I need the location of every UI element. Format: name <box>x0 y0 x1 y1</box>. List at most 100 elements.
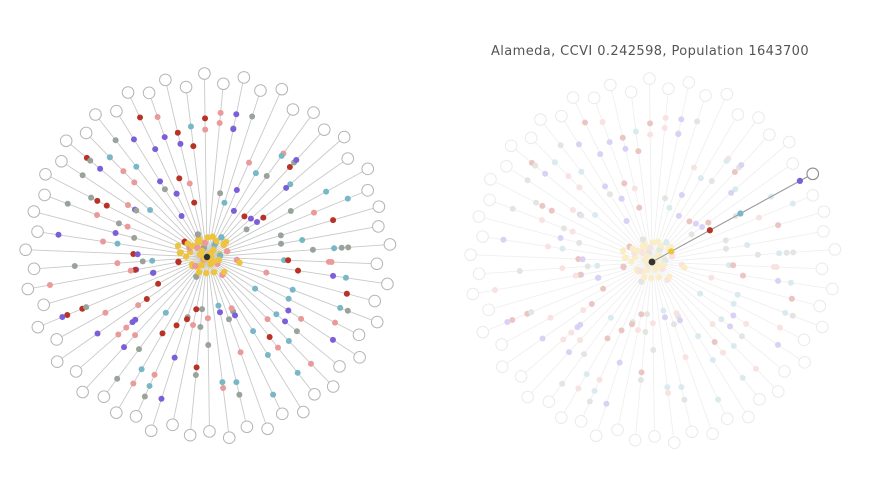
indicator-node <box>638 311 645 318</box>
indicator-node <box>565 173 572 180</box>
indicator-node <box>161 134 168 141</box>
indicator-node <box>309 246 316 253</box>
indicator-node <box>682 354 689 361</box>
county-node <box>50 333 63 346</box>
indicator-node <box>686 218 693 225</box>
indicator-node <box>264 352 271 359</box>
county-node <box>353 351 366 364</box>
indicator-node <box>661 124 668 131</box>
core-node <box>664 276 671 283</box>
indicator-node <box>730 312 737 319</box>
indicator-node <box>139 258 146 265</box>
indicator-node <box>130 251 137 258</box>
county-node <box>706 427 719 441</box>
indicator-node <box>331 245 338 252</box>
county-node <box>372 200 386 213</box>
network-link <box>651 261 757 395</box>
indicator-node <box>287 208 294 215</box>
county-node <box>806 189 819 202</box>
indicator-node <box>788 295 795 302</box>
network-link <box>495 181 653 263</box>
network-link <box>488 261 653 331</box>
indicator-node <box>542 170 549 177</box>
network-link <box>651 212 819 263</box>
indicator-node <box>332 319 339 326</box>
indicator-node <box>740 272 747 279</box>
core-node <box>654 238 661 245</box>
network-link <box>484 217 653 263</box>
county-node <box>798 356 811 369</box>
county-node <box>79 126 93 140</box>
indicator-node <box>660 307 667 314</box>
network-link <box>494 261 653 309</box>
county-node <box>372 220 385 233</box>
core-node <box>193 244 201 251</box>
indicator-node <box>575 256 582 263</box>
indicator-node <box>636 204 643 211</box>
core-node <box>633 266 641 273</box>
indicator-node <box>692 220 699 227</box>
indicator-node <box>739 374 746 381</box>
county-node <box>76 385 89 399</box>
indicator-node <box>260 214 267 221</box>
indicator-node <box>642 329 649 336</box>
indicator-node <box>539 216 546 223</box>
county-node <box>731 108 745 121</box>
indicator-node <box>730 342 737 349</box>
indicator-node <box>329 336 336 343</box>
core-node <box>627 258 635 265</box>
indicator-node <box>607 314 614 321</box>
indicator-node <box>87 157 94 164</box>
core-node <box>182 253 190 260</box>
indicator-node <box>330 272 337 279</box>
county-node <box>464 248 477 262</box>
indicator-node <box>64 311 71 318</box>
indicator-node <box>337 304 344 311</box>
indicator-node <box>174 129 181 136</box>
core-node <box>631 249 638 257</box>
network-link <box>206 227 373 258</box>
indicator-node <box>788 295 795 302</box>
county-node <box>352 328 366 342</box>
network-link <box>478 261 653 294</box>
network-link <box>506 261 653 364</box>
indicator-node <box>230 126 237 133</box>
network-link <box>595 103 653 263</box>
indicator-node <box>270 391 277 398</box>
county-node <box>69 365 83 378</box>
indicator-node <box>557 142 564 149</box>
core-node <box>655 263 663 270</box>
indicator-node <box>177 140 184 147</box>
county-node <box>237 71 251 84</box>
core-node <box>666 273 673 281</box>
indicator-node <box>569 228 576 235</box>
county-node <box>129 410 143 423</box>
indicator-node <box>509 205 516 212</box>
network-link <box>31 249 208 258</box>
indicator-node <box>330 217 337 224</box>
indicator-node <box>509 316 516 323</box>
county-node <box>472 210 486 223</box>
highlighted-indicator-node <box>796 177 803 184</box>
core-node <box>175 258 182 266</box>
indicator-node <box>789 312 796 319</box>
indicator-node <box>560 336 567 343</box>
indicator-node <box>285 295 292 302</box>
indicator-node <box>171 354 178 361</box>
indicator-node <box>621 180 628 187</box>
indicator-node <box>708 178 715 185</box>
indicator-node <box>204 315 211 322</box>
network-link <box>531 261 653 393</box>
indicator-node <box>103 202 110 209</box>
indicator-node <box>618 195 625 202</box>
core-node <box>645 249 652 256</box>
core-node <box>629 245 636 252</box>
indicator-node <box>216 119 223 126</box>
network-link <box>511 169 653 263</box>
county-node <box>144 424 158 438</box>
indicator-node <box>173 322 180 329</box>
indicator-node <box>697 290 704 297</box>
network-link <box>61 256 208 359</box>
indicator-node <box>186 180 193 187</box>
network-link <box>651 99 725 263</box>
